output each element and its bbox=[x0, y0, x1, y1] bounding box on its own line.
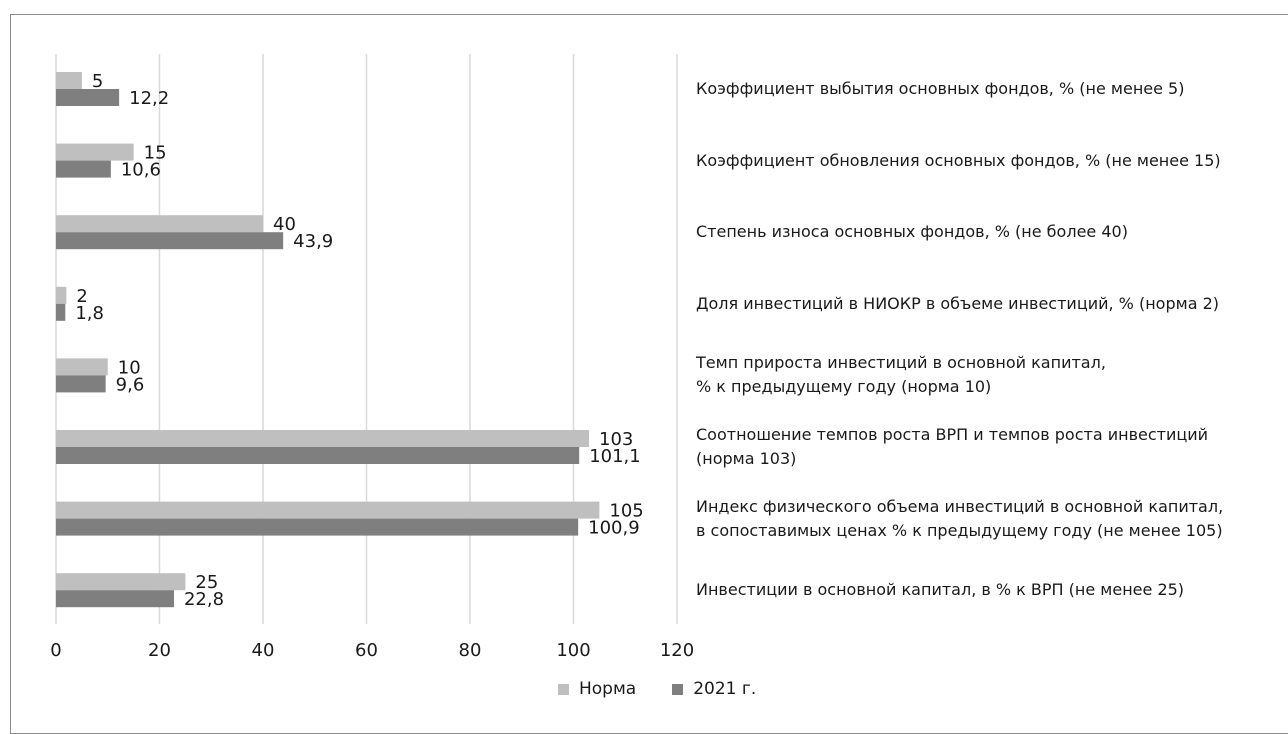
bar-2021 bbox=[56, 160, 111, 178]
category-label-line: Коэффициент обновления основных фондов, … bbox=[696, 150, 1221, 170]
bar-norm bbox=[56, 72, 82, 89]
bar-2021 bbox=[56, 590, 174, 608]
category-label-line: Степень износа основных фондов, % (не бо… bbox=[696, 222, 1128, 242]
data-label-2021: 100,9 bbox=[588, 518, 640, 539]
x-tick-label: 40 bbox=[252, 640, 275, 661]
legend: Норма 2021 г. bbox=[558, 679, 792, 699]
legend-label-2021: 2021 г. bbox=[693, 679, 757, 699]
bar-2021 bbox=[56, 89, 120, 106]
legend-label-norm: Норма bbox=[579, 679, 637, 699]
bar-2021 bbox=[56, 232, 284, 250]
data-label-2021: 12,2 bbox=[129, 88, 169, 109]
category-label-line: в сопоставимых ценах % к предыдущему год… bbox=[696, 520, 1223, 540]
data-label-2021: 9,6 bbox=[116, 374, 145, 395]
category-label: Доля инвестиций в НИОКР в объеме инвести… bbox=[696, 292, 1286, 316]
data-label-norm: 5 bbox=[92, 71, 103, 92]
x-tick-label: 80 bbox=[459, 640, 482, 661]
data-label-2021: 101,1 bbox=[589, 446, 641, 467]
data-label-norm: 40 bbox=[273, 214, 296, 235]
x-tick-label: 20 bbox=[148, 640, 171, 661]
category-label-line: Темп прироста инвестиций в основной капи… bbox=[696, 353, 1106, 373]
category-label-line: Доля инвестиций в НИОКР в объеме инвести… bbox=[696, 293, 1219, 313]
data-label-norm: 103 bbox=[599, 429, 633, 450]
x-tick-label: 100 bbox=[556, 640, 590, 661]
category-label: Коэффициент обновления основных фондов, … bbox=[696, 149, 1286, 173]
x-axis-ticks: 0 20 40 60 80 100 120 bbox=[50, 640, 694, 661]
data-label-2021: 22,8 bbox=[184, 589, 224, 610]
bar-norm bbox=[56, 501, 600, 519]
bar-2021 bbox=[56, 375, 106, 393]
data-label-norm: 15 bbox=[144, 143, 167, 164]
bar-2021 bbox=[56, 447, 580, 464]
data-label-2021: 10,6 bbox=[121, 160, 161, 181]
bar-norm bbox=[56, 358, 108, 376]
category-label: Коэффициент выбытия основных фондов, % (… bbox=[696, 77, 1286, 101]
legend-swatch-norm bbox=[558, 683, 569, 695]
bar-norm bbox=[56, 430, 590, 447]
bar-norm bbox=[56, 215, 263, 233]
x-tick-label: 120 bbox=[660, 640, 694, 661]
category-label-line: Индекс физического объема инвестиций в о… bbox=[696, 496, 1224, 516]
category-label: Соотношение темпов роста ВРП и темпов ро… bbox=[696, 423, 1286, 471]
data-label-norm: 105 bbox=[609, 501, 643, 522]
category-label-line: (норма 103) bbox=[696, 449, 797, 468]
bar-norm bbox=[56, 143, 134, 161]
x-tick-label: 0 bbox=[50, 640, 61, 661]
category-label: Инвестиции в основной капитал, в % к ВРП… bbox=[696, 578, 1286, 602]
category-label: Степень износа основных фондов, % (не бо… bbox=[696, 220, 1286, 244]
bar-norm bbox=[56, 573, 186, 591]
bar-chart: 512,21510,64043,921,8109,6103101,1105100… bbox=[50, 54, 694, 661]
bar-2021 bbox=[56, 518, 579, 536]
data-label-norm: 25 bbox=[195, 572, 218, 593]
data-label-2021: 43,9 bbox=[293, 231, 333, 252]
category-label-line: Инвестиции в основной капитал, в % к ВРП… bbox=[696, 580, 1185, 600]
legend-item-norm: Норма bbox=[558, 679, 636, 699]
data-label-norm: 2 bbox=[76, 286, 87, 307]
legend-swatch-2021 bbox=[672, 683, 684, 695]
category-label-line: Соотношение темпов роста ВРП и темпов ро… bbox=[696, 425, 1209, 444]
data-label-norm: 10 bbox=[118, 357, 141, 378]
category-label: Индекс физического объема инвестиций в о… bbox=[696, 495, 1286, 543]
gridlines bbox=[55, 54, 678, 624]
legend-item-2021: 2021 г. bbox=[672, 679, 756, 699]
bar-norm bbox=[56, 286, 67, 304]
bar-2021 bbox=[56, 303, 66, 321]
category-label: Темп прироста инвестиций в основной капи… bbox=[696, 351, 1286, 399]
data-label-2021: 1,8 bbox=[75, 303, 104, 324]
x-tick-label: 60 bbox=[355, 640, 378, 661]
category-label-line: % к предыдущему году (норма 10) bbox=[696, 377, 992, 397]
category-label-line: Коэффициент выбытия основных фондов, % (… bbox=[696, 79, 1185, 98]
